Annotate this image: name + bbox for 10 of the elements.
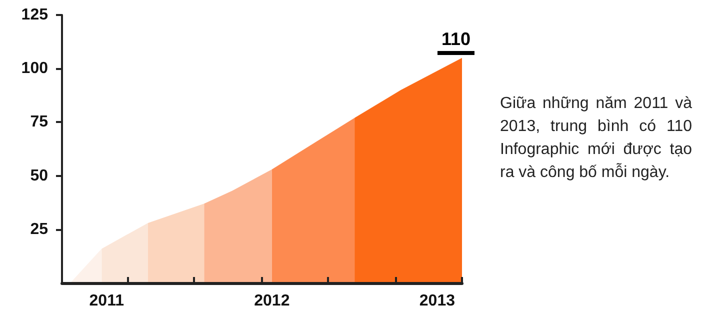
x-tick-label: 2011 bbox=[89, 292, 124, 310]
x-tick-label: 2013 bbox=[419, 292, 456, 310]
annotation: 110 bbox=[437, 28, 475, 55]
y-tick-label: 125 bbox=[21, 6, 48, 24]
y-tick-label: 100 bbox=[21, 60, 48, 78]
x-tick-label: 2012 bbox=[254, 292, 290, 310]
text: Giữa những năm 2011 và 2013, trung bình có 110 Infographic mới được tạo ra và công bố mỗi ngày. bbox=[500, 94, 692, 183]
y-tick-label: 25 bbox=[30, 220, 48, 238]
y-tick-label: 50 bbox=[30, 167, 48, 184]
y-tick-label: 75 bbox=[30, 114, 48, 131]
